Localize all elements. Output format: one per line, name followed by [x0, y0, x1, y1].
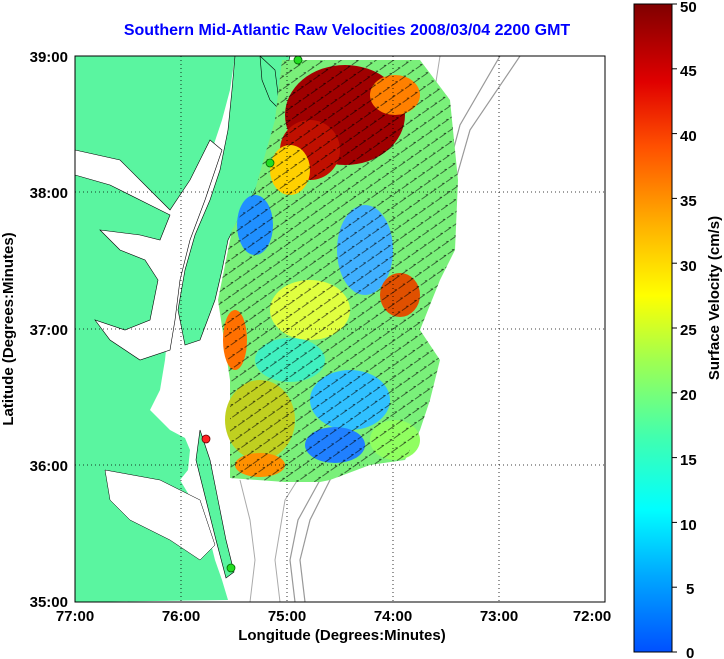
y-axis: 39:00 38:00 37:00 36:00 35:00 Latitude (…	[0, 49, 68, 611]
station-marker[interactable]	[226, 563, 236, 573]
colorbar-tick-label: 30	[680, 258, 697, 275]
colorbar-tick-label: 20	[680, 387, 697, 404]
x-tick-label: 77:00	[56, 608, 94, 625]
colorbar-tick-label: 0	[686, 645, 694, 659]
x-tick-label: 74:00	[374, 608, 412, 625]
colorbar-tick-label: 50	[680, 0, 697, 16]
y-tick-label: 39:00	[30, 49, 68, 66]
station-marker[interactable]	[293, 55, 303, 65]
y-tick-label: 35:00	[30, 594, 68, 611]
x-tick-label: 76:00	[162, 608, 200, 625]
colorbar-tick-label: 40	[680, 128, 697, 145]
colorbar-gradient	[633, 3, 673, 653]
station-marker[interactable]	[201, 434, 211, 444]
colorbar-tick-label: 5	[686, 581, 694, 598]
y-tick-label: 38:00	[30, 185, 68, 202]
bathymetry-contour	[239, 479, 256, 602]
colorbar-tick-label: 15	[680, 452, 697, 469]
land-delaware	[259, 56, 281, 111]
pamlico-sound	[104, 469, 216, 561]
grid	[75, 56, 605, 602]
map-title: Southern Mid-Atlantic Raw Velocities 200…	[123, 22, 571, 39]
colorbar-tick-label: 45	[680, 63, 697, 80]
x-axis: 77:00 76:00 75:00 74:00 73:00 72:00 Long…	[56, 608, 611, 644]
velocity-field	[218, 60, 458, 482]
x-tick-label: 75:00	[268, 608, 306, 625]
x-tick-label: 73:00	[480, 608, 518, 625]
colorbar: 50 45 40 35 30 25 20 15 10 5 0 Surface V…	[633, 0, 723, 659]
plot-frame	[74, 55, 606, 603]
y-axis-label: Latitude (Degrees:Minutes)	[0, 232, 17, 425]
colorbar-tick-label: 35	[680, 193, 697, 210]
y-tick-label: 37:00	[30, 322, 68, 339]
y-tick-label: 36:00	[30, 458, 68, 475]
chesapeake-bay	[75, 139, 223, 361]
velocity-vectors	[218, 60, 458, 482]
colorbar-tick-label: 25	[680, 322, 697, 339]
x-axis-label: Longitude (Degrees:Minutes)	[238, 627, 446, 644]
land-outer-banks	[195, 429, 235, 579]
colorbar-tick-label: 10	[680, 517, 697, 534]
colorbar-label: Surface Velocity (cm/s)	[706, 216, 723, 380]
x-tick-label: 72:00	[573, 608, 611, 625]
station-marker[interactable]	[265, 158, 275, 168]
